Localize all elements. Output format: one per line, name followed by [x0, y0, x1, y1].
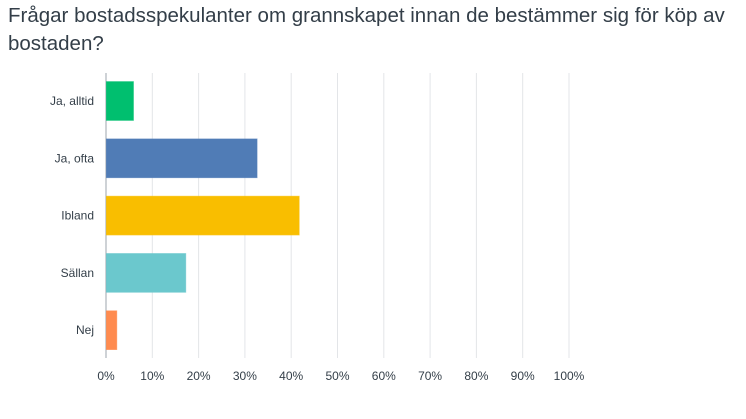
- x-tick-label: 100%: [554, 369, 585, 383]
- x-tick-label: 50%: [325, 369, 349, 383]
- bar: [106, 81, 134, 121]
- x-tick-label: 20%: [187, 369, 211, 383]
- bar: [106, 138, 258, 179]
- category-label: Sällan: [61, 266, 94, 280]
- x-tick-label: 40%: [279, 369, 303, 383]
- x-tick-label: 10%: [140, 369, 164, 383]
- x-tick-label: 0%: [97, 369, 115, 383]
- chart-title: Frågar bostadsspekulanter om grannskapet…: [8, 4, 725, 55]
- bar: [106, 310, 118, 350]
- x-tick-label: 80%: [464, 369, 488, 383]
- category-label: Ja, ofta: [55, 151, 95, 165]
- x-tick-label: 70%: [418, 369, 442, 383]
- bar: [106, 195, 300, 236]
- bar: [106, 253, 187, 293]
- x-tick-label: 90%: [511, 369, 535, 383]
- x-tick-label: 60%: [372, 369, 396, 383]
- category-label: Ibland: [61, 209, 94, 223]
- category-label: Nej: [76, 323, 94, 337]
- x-tick-label: 30%: [233, 369, 257, 383]
- category-label: Ja, alltid: [50, 94, 94, 108]
